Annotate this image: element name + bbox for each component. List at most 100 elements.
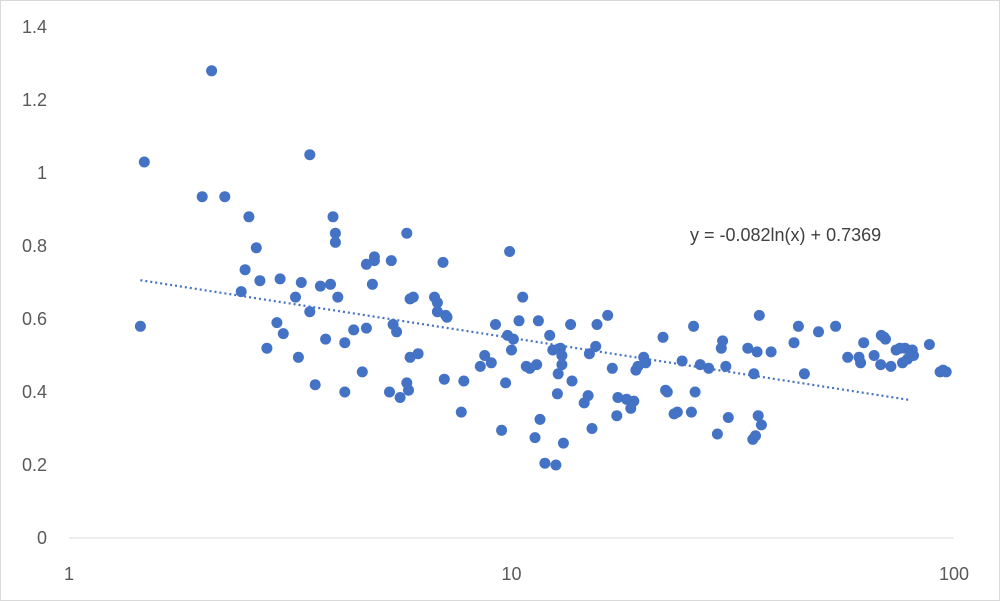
data-point: [271, 317, 283, 329]
data-point: [532, 315, 544, 327]
data-point: [329, 236, 341, 248]
data-point: [923, 339, 935, 350]
data-point: [292, 351, 304, 363]
y-tick-label: 1: [37, 163, 47, 183]
data-point: [612, 392, 624, 403]
data-point: [875, 359, 887, 371]
data-point: [479, 350, 491, 361]
trendline-layer: [140, 279, 912, 402]
data-point: [868, 350, 880, 361]
data-point: [689, 386, 701, 398]
y-tick-label: 0.6: [22, 309, 47, 329]
data-point: [407, 291, 419, 303]
y-tick-label: 1.2: [22, 90, 47, 110]
data-point: [591, 319, 603, 330]
data-point: [551, 388, 563, 400]
data-point: [134, 320, 146, 332]
trendline: [140, 279, 912, 402]
data-point: [366, 278, 378, 290]
data-point: [517, 291, 529, 303]
data-point: [539, 457, 551, 469]
data-point: [325, 278, 336, 290]
data-point: [441, 311, 453, 323]
data-point: [606, 362, 618, 374]
data-point: [880, 333, 891, 345]
data-point: [688, 320, 700, 332]
data-point: [485, 357, 497, 369]
data-point: [437, 256, 449, 268]
x-tick-label: 100: [939, 564, 969, 584]
data-point: [196, 191, 208, 203]
data-point: [438, 373, 450, 385]
data-point: [277, 328, 289, 340]
data-point: [694, 359, 706, 371]
x-axis-tick-labels: 1 10 100: [64, 564, 969, 584]
x-tick-label: 1: [64, 564, 74, 584]
x-tick-label: 10: [501, 564, 521, 584]
data-point: [752, 410, 764, 422]
data-point: [138, 156, 150, 168]
data-point: [685, 406, 697, 418]
data-point: [339, 386, 351, 398]
data-point: [339, 337, 351, 349]
data-point: [235, 286, 247, 298]
y-tick-label: 0: [37, 528, 47, 548]
data-point: [506, 344, 517, 356]
data-point: [742, 342, 754, 354]
data-point: [329, 227, 341, 239]
data-point: [755, 419, 767, 431]
data-point: [431, 297, 443, 309]
data-point: [219, 191, 231, 203]
data-point: [671, 406, 683, 418]
data-point: [566, 375, 578, 387]
data-point: [314, 280, 326, 292]
y-axis-tick-labels: 0 0.2 0.4 0.6 0.8 1 1.2 1.4: [22, 17, 47, 548]
data-point: [529, 432, 541, 444]
data-point: [412, 348, 424, 360]
data-point: [239, 264, 251, 276]
data-point: [309, 379, 321, 391]
y-tick-label: 0.2: [22, 455, 47, 475]
data-point: [504, 246, 516, 257]
data-point: [703, 362, 715, 374]
data-point: [885, 360, 897, 372]
data-point: [552, 368, 564, 380]
data-point: [496, 424, 508, 436]
data-point: [290, 291, 301, 303]
data-point: [458, 375, 470, 387]
data-point: [455, 406, 467, 418]
data-point: [531, 359, 543, 371]
data-point: [556, 359, 568, 371]
data-point: [401, 227, 413, 239]
data-point: [250, 242, 262, 254]
data-point: [798, 368, 810, 380]
data-point: [788, 337, 800, 349]
data-point: [474, 360, 486, 372]
trendline-equation-label: y = -0.082ln(x) + 0.7369: [690, 225, 881, 245]
data-point: [327, 211, 339, 223]
data-point: [586, 423, 598, 434]
y-tick-label: 0.8: [22, 236, 47, 256]
data-point: [304, 306, 316, 318]
data-point: [583, 348, 595, 360]
data-point: [356, 366, 368, 378]
y-tick-label: 1.4: [22, 17, 47, 37]
data-point: [304, 149, 316, 161]
data-point: [394, 392, 406, 403]
data-point: [765, 346, 777, 358]
data-point: [751, 346, 763, 358]
data-point: [348, 324, 360, 336]
data-point: [830, 320, 842, 332]
data-point: [792, 320, 804, 332]
data-point: [391, 326, 403, 338]
data-point: [368, 255, 380, 267]
data-point: [500, 377, 512, 389]
data-point: [274, 273, 286, 285]
data-point: [720, 360, 732, 372]
data-point: [550, 459, 562, 471]
data-point: [628, 395, 640, 407]
data-point: [753, 309, 765, 321]
data-point: [748, 368, 760, 380]
